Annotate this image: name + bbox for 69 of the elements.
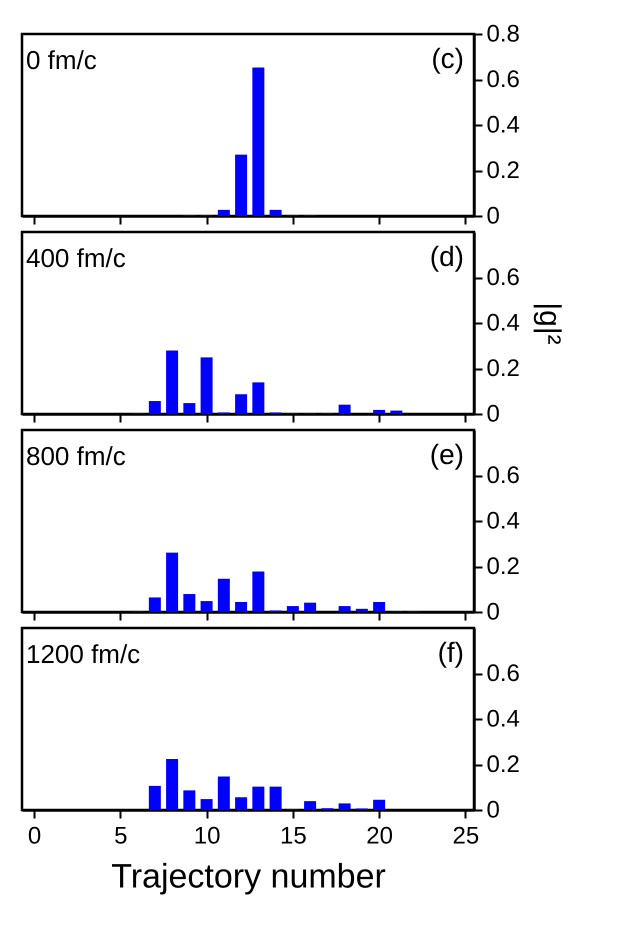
bar	[218, 776, 230, 810]
bar	[286, 606, 299, 612]
bar	[373, 602, 386, 612]
y-tick-label: 0.6	[486, 660, 520, 687]
bar	[235, 394, 248, 414]
y-tick-label: 0.8	[486, 20, 520, 48]
bar	[252, 786, 264, 810]
bar	[183, 790, 196, 810]
y-tick-label: 0	[486, 202, 500, 230]
bar	[373, 410, 386, 414]
bar	[373, 800, 386, 810]
y-tick-label: 0	[486, 400, 500, 428]
x-tick-label: 25	[452, 822, 480, 850]
y-tick-label: 0.6	[486, 264, 520, 291]
annotation: (c)	[431, 43, 464, 74]
bar	[252, 67, 264, 216]
bar	[218, 210, 230, 216]
y-tick-label: 0.6	[486, 66, 520, 93]
y-axis-title: |g|²	[532, 302, 566, 345]
bar	[200, 357, 213, 414]
annotation: 400 fm/c	[26, 243, 126, 273]
bar	[338, 404, 351, 414]
y-tick-label: 0.4	[486, 112, 520, 138]
y-tick-label: 0	[486, 796, 500, 824]
x-tick-label: 10	[194, 822, 220, 850]
y-tick-label: 0	[486, 598, 500, 626]
bar	[235, 602, 248, 612]
bar	[166, 759, 178, 810]
x-tick-label: 0	[28, 822, 42, 850]
y-tick-label: 0.4	[486, 706, 520, 732]
bar	[200, 799, 213, 810]
bar	[270, 210, 282, 216]
bar	[148, 401, 161, 414]
bar	[166, 350, 178, 414]
x-tick-label: 5	[114, 822, 128, 850]
bar	[390, 410, 402, 414]
y-tick-label: 0.2	[486, 751, 520, 778]
bar	[166, 552, 178, 612]
bar	[148, 597, 161, 612]
y-tick-label: 0.6	[486, 462, 520, 489]
bar	[356, 608, 368, 612]
y-tick-label: 0.2	[486, 157, 520, 184]
annotation: (d)	[430, 241, 464, 272]
annotation: 800 fm/c	[26, 441, 126, 471]
y-tick-label: 0.4	[486, 508, 520, 534]
annotation: 1200 fm/c	[26, 639, 140, 669]
bar	[270, 786, 282, 810]
bar	[304, 602, 316, 612]
annotation: 0 fm/c	[26, 45, 97, 75]
x-tick-label: 15	[280, 822, 307, 850]
bar	[338, 803, 351, 810]
bar	[218, 578, 230, 612]
bar	[235, 154, 248, 216]
bar	[235, 797, 248, 810]
annotation: (e)	[430, 439, 464, 470]
x-axis-title: Trajectory number	[111, 858, 386, 896]
bar	[183, 594, 196, 612]
y-tick-label: 0.4	[486, 310, 520, 336]
bar	[252, 382, 264, 414]
bar	[252, 572, 264, 612]
bar	[304, 801, 316, 810]
annotation: (f)	[438, 637, 464, 668]
bar	[200, 601, 213, 612]
bar	[183, 403, 196, 414]
x-tick-label: 20	[366, 822, 393, 850]
bar	[148, 786, 161, 810]
y-tick-label: 0.2	[486, 553, 520, 580]
y-tick-label: 0.2	[486, 355, 520, 382]
bar	[338, 606, 351, 612]
